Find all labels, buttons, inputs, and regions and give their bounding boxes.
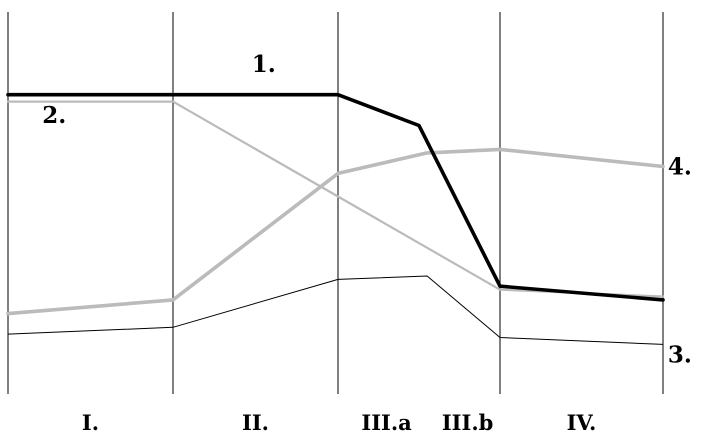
category-label-4: IV. (567, 410, 597, 434)
category-label-1: II. (242, 410, 269, 434)
series-label-4: 4. (668, 154, 692, 181)
category-labels: I. II. III.a III.b IV. (82, 410, 596, 434)
series-layer (6, 92, 665, 345)
series-line-2 (6, 100, 665, 298)
category-label-3: III.b (442, 410, 493, 434)
vertical-gridlines (7, 12, 664, 394)
category-label-0: I. (82, 410, 99, 434)
series-label-2: 2. (42, 102, 66, 129)
series-line-1 (6, 92, 665, 302)
series-labels: 1. 2. 3. 4. (42, 51, 692, 369)
series-label-3: 3. (668, 342, 692, 369)
category-label-2: III.a (361, 410, 412, 434)
series-line-4 (6, 147, 665, 316)
series-line-3 (7, 275, 664, 345)
series-label-1: 1. (252, 51, 276, 78)
